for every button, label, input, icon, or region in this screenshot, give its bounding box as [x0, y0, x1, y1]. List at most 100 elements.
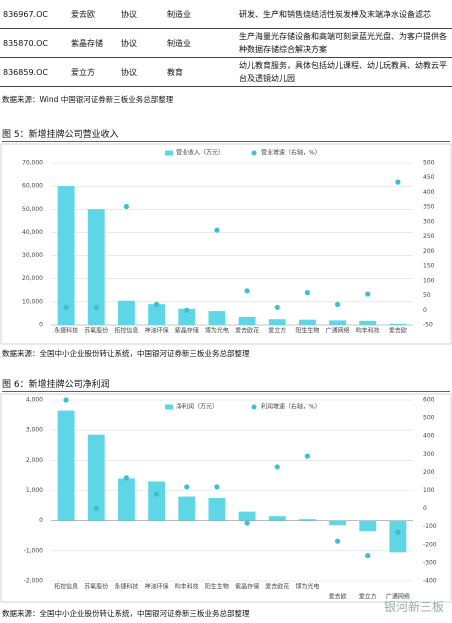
- bar: [389, 323, 407, 325]
- table-cell: 爱去欧: [68, 0, 118, 29]
- chart-frame: [0, 143, 452, 345]
- bar: [298, 319, 316, 325]
- point: [395, 529, 401, 535]
- y2-tick-label: -200: [423, 541, 437, 548]
- y-tick-label: 2,000: [26, 457, 43, 464]
- point: [153, 301, 160, 307]
- y2-tick-label: 200: [423, 469, 435, 476]
- point: [244, 288, 250, 294]
- bar: [208, 311, 226, 325]
- y2-tick-label: 250: [423, 233, 435, 240]
- bar: [117, 478, 135, 521]
- x-tick-label: 昀丰科技: [175, 583, 199, 591]
- point: [304, 453, 311, 459]
- chart: -2,000 -1,000 0 1,000 2,000 3,000 4,000 -400 -30…: [0, 393, 452, 603]
- table-cell: 研发、生产和销售烧结活性炭发棒及末端净水设备滤芯: [236, 0, 452, 29]
- table-cell: 生产海量光存储设备和高端可刻录蓝光光盘、为客户提供各种数据存储综合解决方案: [236, 28, 452, 58]
- y2-tick-label: 0: [423, 505, 427, 512]
- figure-title: 图 6：新增挂牌公司净利润: [2, 377, 450, 392]
- legend-swatch: [251, 404, 257, 410]
- y2-tick-label: 0: [423, 307, 427, 314]
- table-row: 835870.OC 紫晶存储 协议 制造业 生产海量光存储设备和高端可刻录蓝光光盘、为客…: [0, 28, 452, 58]
- point: [304, 290, 311, 296]
- x-tick-label: 阳生生物: [205, 583, 229, 591]
- company-table: 836967.OC 爱去欧 协议 制造业 研发、生产和销售烧结活性炭发棒及末端净水设备滤…: [0, 0, 452, 87]
- y2-tick-label: 500: [423, 160, 435, 167]
- y-tick-label: 20,000: [22, 275, 43, 282]
- point: [93, 304, 99, 310]
- point: [274, 304, 280, 310]
- bar: [178, 308, 196, 325]
- legend-swatch: [165, 150, 173, 156]
- x-tick-label: 苏氧股份: [84, 327, 108, 335]
- x-tick-label: 爱去欧花: [235, 327, 259, 335]
- source-note: 数据来源：Wind 中国银河证券新三板业务总部整理: [2, 95, 174, 104]
- point: [365, 291, 371, 297]
- bar: [87, 434, 105, 521]
- y2-tick-label: 350: [423, 204, 435, 211]
- watermark: 银河新三板: [383, 600, 444, 614]
- chart: 0 10,000 20,000 30,000 40,000 50,000 60,000 70,…: [0, 143, 452, 345]
- y-tick-label: 40,000: [22, 229, 43, 236]
- bar: [178, 496, 196, 521]
- point: [244, 520, 250, 526]
- y2-tick-label: 600: [423, 397, 435, 404]
- y-tick-label: 60,000: [22, 183, 43, 190]
- y2-tick-label: -300: [423, 559, 437, 566]
- point: [184, 484, 190, 490]
- bar: [329, 520, 347, 526]
- x-tick-label: 拓控信息: [54, 583, 78, 591]
- bar: [208, 498, 226, 521]
- y-tick-label: 3,000: [26, 427, 43, 434]
- y2-tick-label: 50: [423, 292, 431, 299]
- bar: [329, 320, 347, 325]
- y-tick-label: -1,000: [24, 547, 44, 554]
- point: [334, 538, 341, 544]
- x-tick-label: 阳生生物: [295, 327, 319, 335]
- point: [184, 307, 190, 313]
- y2-tick-label: 100: [423, 487, 435, 494]
- x-tick-label: 爱去欧: [329, 593, 347, 601]
- table-cell: 制造业: [164, 28, 236, 58]
- x-tick-label: 神油环保: [145, 327, 169, 335]
- x-tick-label: 爱去欧花: [265, 583, 289, 591]
- point: [365, 553, 371, 559]
- bar: [359, 320, 377, 325]
- point: [214, 227, 220, 233]
- y-tick-label: 70,000: [22, 160, 43, 167]
- y2-tick-label: -50: [423, 322, 433, 329]
- table-cell: 836859.OC: [0, 57, 68, 87]
- point: [274, 464, 280, 470]
- x-tick-label: 爱立方: [268, 327, 286, 335]
- bar: [389, 520, 407, 553]
- point: [214, 484, 220, 490]
- table-cell: 协议: [118, 0, 164, 29]
- table-cell: 教育: [164, 57, 236, 87]
- table-row: 836967.OC 爱去欧 协议 制造业 研发、生产和销售烧结活性炭发棒及末端净水设备滤…: [0, 0, 452, 29]
- bar: [298, 519, 316, 521]
- point: [63, 397, 69, 403]
- legend-label: 净利润（万元）: [176, 403, 218, 411]
- y-tick-label: 1,000: [26, 487, 43, 494]
- point: [334, 301, 341, 307]
- x-tick-label: 爱去欧: [389, 327, 407, 335]
- bar: [57, 186, 75, 325]
- x-tick-label: 博为光电: [295, 583, 319, 591]
- bar: [148, 304, 166, 325]
- point: [63, 304, 69, 310]
- point: [93, 506, 99, 512]
- y2-tick-label: 150: [423, 263, 435, 270]
- x-tick-label: 神油环保: [145, 583, 169, 591]
- table-body: 836967.OC 爱去欧 协议 制造业 研发、生产和销售烧结活性炭发棒及末端净水设备滤…: [0, 0, 452, 87]
- table-row: 836859.OC 爱立方 协议 教育 幼儿教育服务，具体包括幼儿课程、幼儿玩教具、幼教…: [0, 57, 452, 87]
- y-tick-label: 30,000: [22, 252, 43, 259]
- y-tick-label: 10,000: [22, 298, 43, 305]
- table-cell: 协议: [118, 57, 164, 87]
- bar: [117, 300, 135, 325]
- legend-label: 利润增速（右轴，%）: [261, 403, 321, 411]
- y2-tick-label: -100: [423, 523, 437, 530]
- table-cell: 836967.OC: [0, 0, 68, 29]
- source-note: 数据来源：全国中小企业股份转让系统，中国银河证券新三板业务总部整理: [2, 609, 250, 618]
- bar: [87, 209, 105, 325]
- bar: [359, 520, 377, 532]
